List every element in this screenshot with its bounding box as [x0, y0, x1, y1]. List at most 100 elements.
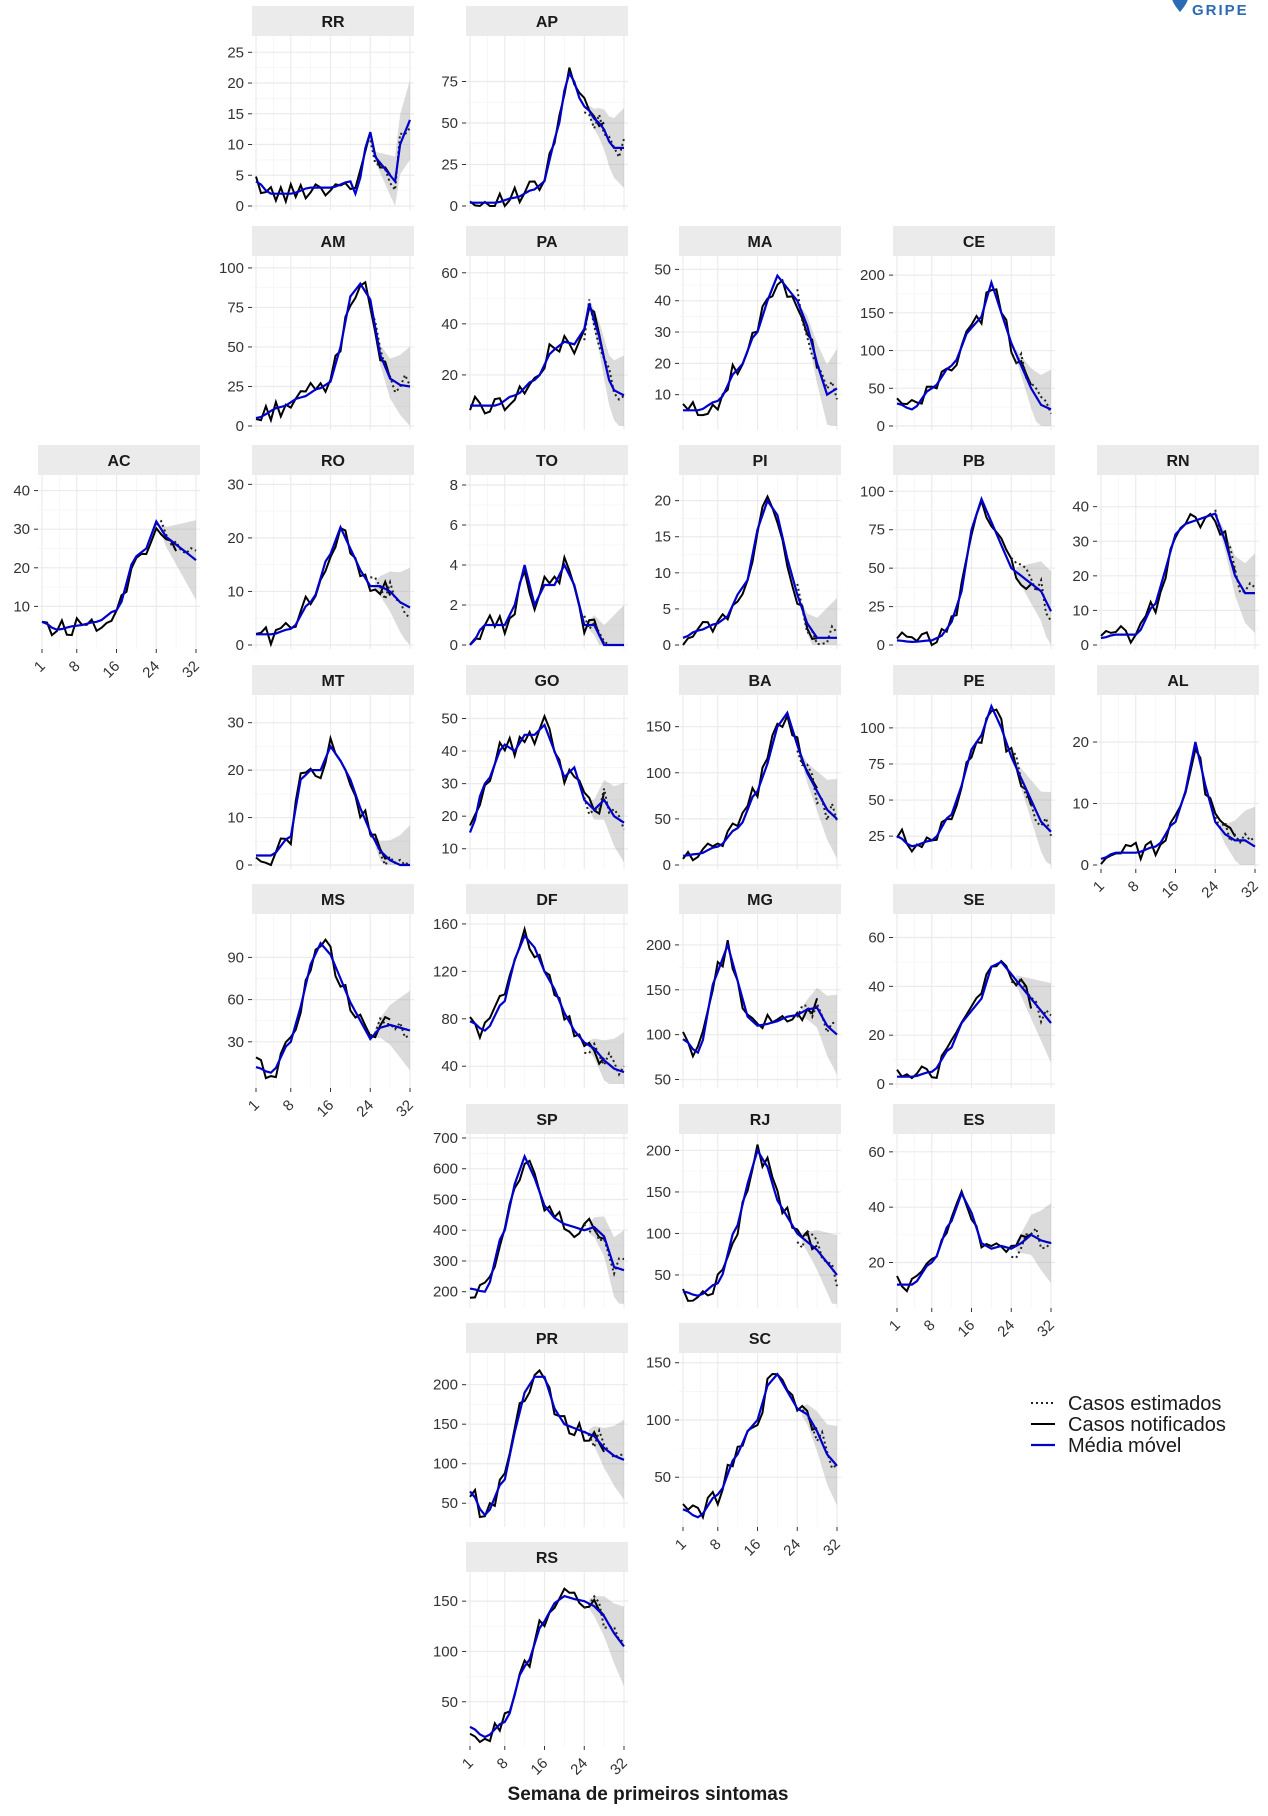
y-tick-label: 10 — [13, 598, 30, 615]
y-tick-label: 10 — [1072, 796, 1089, 813]
x-axis-title: Semana de primeiros sintomas — [507, 1784, 789, 1805]
facet-strip — [893, 884, 1055, 914]
y-tick-label: 120 — [433, 963, 458, 980]
y-tick-label: 30 — [441, 776, 458, 793]
facet-strip — [466, 1542, 628, 1572]
facet-strip — [1097, 665, 1259, 695]
series-media-movel — [469, 1153, 625, 1293]
facet-strip — [679, 1323, 841, 1353]
facet-strip — [466, 6, 628, 36]
y-tick-label: 40 — [1072, 499, 1089, 516]
x-tick-label: 1 — [31, 658, 49, 676]
facet-pr: PR 50 100 150 200 — [433, 1323, 628, 1527]
dotted-line-swatch — [1031, 1402, 1055, 1404]
y-tick-label: 50 — [654, 1072, 671, 1089]
x-tick-label: 32 — [1238, 878, 1262, 902]
series-media-movel — [255, 119, 412, 197]
facet-title: SP — [536, 1112, 558, 1129]
series-casos-estimados — [583, 1427, 625, 1460]
facet-rr: RR 0 5 10 15 20 25 — [227, 6, 414, 215]
y-tick-label: 60 — [868, 1144, 885, 1161]
x-tick-label: 16 — [100, 658, 124, 682]
y-tick-label: 20 — [441, 808, 458, 825]
series-media-movel — [256, 744, 410, 867]
y-tick-label: 40 — [441, 316, 458, 333]
y-tick-label: 0 — [236, 637, 244, 654]
series-media-movel — [897, 1190, 1052, 1286]
confidence-band — [589, 780, 624, 863]
facet-ac: AC 10 20 30 40 1 8 16 24 32 — [13, 445, 203, 682]
y-tick-label: 100 — [433, 1643, 458, 1660]
facet-strip — [466, 1323, 628, 1353]
facet-strip — [252, 445, 414, 475]
facet-title: DF — [536, 892, 558, 909]
y-tick-label: 50 — [654, 1469, 671, 1486]
y-tick-label: 150 — [646, 982, 671, 999]
y-tick-label: 50 — [654, 1267, 671, 1284]
y-tick-label: 0 — [450, 637, 458, 654]
series-casos-estimados — [369, 1016, 411, 1040]
y-tick-label: 50 — [227, 339, 244, 356]
y-tick-label: 25 — [441, 157, 458, 174]
series-casos-notificados — [255, 937, 391, 1080]
facet-strip — [893, 1104, 1055, 1134]
y-tick-label: 200 — [646, 1142, 671, 1159]
confidence-band — [375, 567, 410, 645]
series-casos-estimados — [1214, 816, 1256, 845]
y-tick-label: 50 — [441, 1495, 458, 1512]
facet-title: MT — [321, 673, 344, 690]
y-tick-label: 25 — [868, 599, 885, 616]
facet-title: AC — [107, 453, 131, 470]
x-tick-label: 16 — [1159, 878, 1183, 902]
y-tick-label: 300 — [433, 1253, 458, 1270]
y-tick-label: 10 — [227, 583, 244, 600]
infogripe-logo: GRIPE — [1142, 0, 1262, 22]
y-tick-label: 40 — [654, 293, 671, 310]
facet-strip — [252, 884, 414, 914]
y-tick-label: 40 — [441, 1058, 458, 1075]
facet-title: MG — [747, 892, 773, 909]
facet-title: PE — [963, 673, 985, 690]
y-tick-label: 50 — [868, 380, 885, 397]
facet-ce: CE 0 50 100 150 200 — [860, 226, 1055, 435]
y-tick-label: 75 — [868, 756, 885, 773]
y-tick-label: 2 — [450, 597, 458, 614]
x-tick-label: 1 — [245, 1097, 263, 1115]
y-tick-label: 0 — [663, 637, 671, 654]
confidence-band — [375, 80, 410, 206]
y-tick-label: 50 — [441, 711, 458, 728]
blue-line-swatch — [1031, 1443, 1055, 1447]
x-tick-label: 8 — [921, 1317, 939, 1335]
y-tick-label: 160 — [433, 916, 458, 933]
y-tick-label: 100 — [860, 720, 885, 737]
facet-rn: RN 0 10 20 30 40 — [1072, 445, 1259, 654]
facet-title: CE — [963, 234, 986, 251]
series-casos-estimados — [1010, 557, 1052, 622]
y-tick-label: 15 — [227, 106, 244, 123]
facet-strip — [252, 6, 414, 36]
series-media-movel — [682, 941, 838, 1055]
facet-strip — [893, 445, 1055, 475]
facet-title: PR — [536, 1331, 559, 1348]
series-casos-estimados — [796, 583, 838, 646]
facet-pi: PI 0 5 10 15 20 — [654, 445, 841, 654]
y-tick-label: 0 — [1081, 637, 1089, 654]
x-tick-label: 8 — [1125, 878, 1143, 896]
series-media-movel — [255, 941, 411, 1074]
series-casos-estimados — [583, 615, 624, 646]
x-tick-label: 24 — [567, 1755, 591, 1779]
y-tick-label: 20 — [227, 530, 244, 547]
y-tick-label: 80 — [441, 1011, 458, 1028]
y-tick-label: 25 — [227, 44, 244, 61]
series-casos-estimados — [369, 127, 411, 193]
x-tick-label: 1 — [672, 1536, 690, 1554]
y-tick-label: 10 — [441, 841, 458, 858]
y-tick-label: 8 — [450, 477, 458, 494]
confidence-band — [1016, 561, 1051, 645]
x-tick-label: 8 — [707, 1536, 725, 1554]
series-media-movel — [470, 70, 624, 204]
y-tick-label: 100 — [646, 1412, 671, 1429]
y-tick-label: 0 — [1081, 857, 1089, 874]
y-tick-label: 5 — [236, 167, 244, 184]
